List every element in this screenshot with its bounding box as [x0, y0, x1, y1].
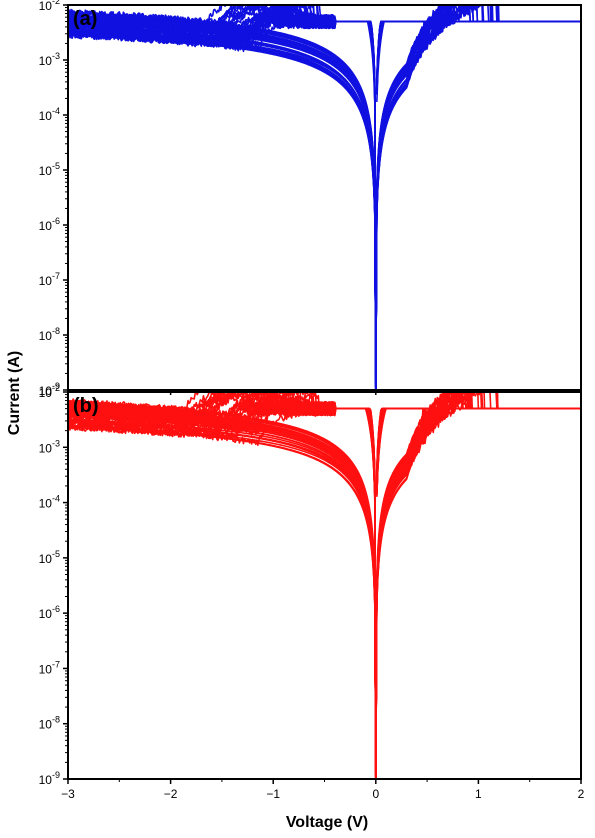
- y-tick-label: 10-9: [39, 381, 60, 398]
- curves-group: [68, 5, 581, 390]
- y-tick-label: 10-4: [39, 106, 60, 123]
- iv-cycle-curve: [68, 5, 581, 390]
- iv-cycle-curve: [68, 392, 581, 779]
- y-tick-label: 10-2: [39, 0, 60, 13]
- x-tick-label: 2: [578, 787, 585, 801]
- panel-label: (a): [73, 8, 97, 30]
- panel-b: 10-210-310-410-510-610-710-810-9−3 −2 −1 0 1…: [39, 383, 585, 801]
- y-tick-label: 10-7: [39, 659, 60, 676]
- y-tick-label: 10-7: [39, 271, 60, 288]
- y-tick-label: 10-8: [39, 715, 60, 732]
- x-tick-label: −1: [266, 787, 280, 801]
- panel-a: 10-2 10-3 10-4 10-5 10-6 10-7 10-8 10-9 (a): [39, 0, 582, 398]
- y-axis-title: Current (A): [6, 351, 23, 435]
- iv-cycle-curve: [68, 392, 581, 779]
- x-tick-label: −3: [61, 787, 75, 801]
- y-tick-label: 10-9: [39, 770, 60, 787]
- y-tick-label: 10-4: [39, 494, 60, 511]
- y-tick-label: 10-3: [39, 51, 60, 68]
- panel-label: (b): [73, 395, 99, 417]
- y-tick-label: 10-3: [39, 438, 60, 455]
- x-axis-title: Voltage (V): [286, 814, 368, 831]
- iv-cycle-curve: [68, 5, 581, 390]
- iv-cycle-curve: [68, 392, 581, 779]
- curves-group: [68, 392, 581, 779]
- y-tick-label: 10-2: [39, 383, 60, 400]
- iv-cycle-curve: [68, 392, 581, 779]
- iv-cycle-curve: [68, 392, 581, 779]
- y-tick-label: 10-5: [39, 161, 60, 178]
- y-tick-label: 10-8: [39, 326, 60, 343]
- y-tick-label: 10-6: [39, 216, 60, 233]
- y-tick-label: 10-5: [39, 549, 60, 566]
- iv-cycle-curve: [68, 392, 581, 779]
- x-tick-label: 0: [372, 787, 379, 801]
- y-tick-label: 10-6: [39, 604, 60, 621]
- x-tick-label: 1: [475, 787, 482, 801]
- iv-cycle-curve: [68, 392, 581, 779]
- iv-cycle-curve: [68, 392, 581, 779]
- x-tick-label: −2: [164, 787, 178, 801]
